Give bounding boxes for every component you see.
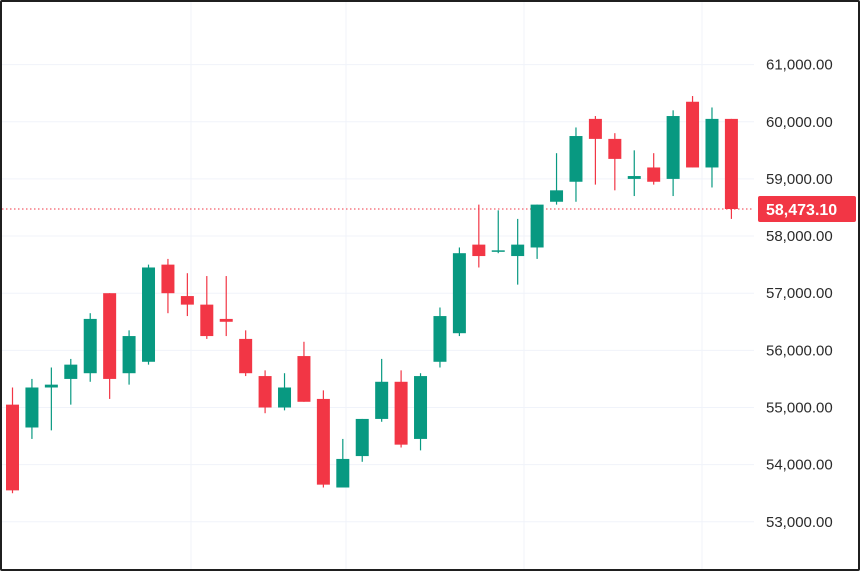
candle-body-down <box>239 338 253 374</box>
candle-body-down <box>258 376 272 408</box>
candles <box>6 96 738 494</box>
candle-body-down <box>103 293 117 379</box>
y-tick-label: 54,000.00 <box>766 457 833 474</box>
candle[interactable] <box>64 358 78 405</box>
y-tick-label: 58,000.00 <box>766 228 833 245</box>
candle-body-up <box>375 381 389 419</box>
candle-body-up <box>569 136 583 182</box>
candle[interactable] <box>724 118 738 219</box>
candle-body-down <box>297 356 311 402</box>
candle-body-down <box>686 101 700 168</box>
candle[interactable] <box>550 153 564 205</box>
candle[interactable] <box>608 133 622 191</box>
price-axis[interactable]: 61,000.00 60,000.00 59,000.00 58,000.00 57,0… <box>766 57 833 531</box>
candle[interactable] <box>200 276 214 339</box>
candle[interactable] <box>375 358 389 422</box>
candle[interactable] <box>530 204 544 259</box>
candle-body-up <box>666 116 680 179</box>
candle[interactable] <box>83 313 97 382</box>
candle[interactable] <box>122 330 136 385</box>
candle[interactable] <box>258 370 272 414</box>
candle[interactable] <box>278 373 292 411</box>
candle-body-down <box>161 264 175 294</box>
candle[interactable] <box>336 438 350 488</box>
candle[interactable] <box>511 218 525 285</box>
candle-body-down <box>608 138 622 159</box>
candle[interactable] <box>142 264 156 365</box>
candle[interactable] <box>103 293 117 399</box>
candle[interactable] <box>161 258 175 314</box>
candle[interactable] <box>25 378 39 439</box>
candle-body-down <box>6 404 19 491</box>
candle-body-up <box>491 250 505 252</box>
candle-body-up <box>278 387 292 408</box>
candle[interactable] <box>705 107 719 188</box>
candle-body-up <box>336 458 350 488</box>
candle-body-up <box>44 384 58 388</box>
candle-body-up <box>122 336 136 374</box>
candle[interactable] <box>627 150 641 197</box>
candle-body-up <box>433 316 447 362</box>
candle[interactable] <box>666 110 680 197</box>
current-price-tag-layer: 58,473.10 <box>758 196 856 223</box>
candle-body-down <box>219 318 233 322</box>
candle-body-up <box>83 318 97 374</box>
candle-body-down <box>647 167 661 182</box>
current-price-tag <box>758 196 856 223</box>
candle[interactable] <box>355 418 369 462</box>
grid-lines <box>2 2 754 569</box>
current-price-label: 58,473.10 <box>766 202 837 219</box>
candle-body-down <box>180 296 194 305</box>
candle-body-up <box>25 387 39 428</box>
y-tick-label: 59,000.00 <box>766 171 833 188</box>
candle-body-down <box>588 118 602 139</box>
candle-body-up <box>550 190 564 202</box>
y-tick-label: 56,000.00 <box>766 342 833 359</box>
candle[interactable] <box>414 373 428 451</box>
candle[interactable] <box>219 276 233 337</box>
candle[interactable] <box>44 367 58 431</box>
y-tick-label: 61,000.00 <box>766 57 833 74</box>
y-tick-label: 60,000.00 <box>766 114 833 131</box>
y-tick-label: 57,000.00 <box>766 285 833 302</box>
candle[interactable] <box>297 341 311 402</box>
candle-body-up <box>627 176 641 179</box>
candle-body-up <box>530 204 544 248</box>
candle-body-up <box>452 253 466 334</box>
candle[interactable] <box>180 273 194 317</box>
candle[interactable] <box>472 204 486 268</box>
candle[interactable] <box>433 307 447 368</box>
candle[interactable] <box>588 116 602 185</box>
candle[interactable] <box>239 330 253 377</box>
candle-body-down <box>472 244 486 257</box>
candle-body-up <box>705 118 719 168</box>
candle-body-up <box>414 376 428 439</box>
candle-body-up <box>142 267 156 362</box>
candle-body-down <box>724 118 738 210</box>
candle[interactable] <box>316 390 330 488</box>
candle-body-down <box>316 398 330 485</box>
candle-body-up <box>355 418 369 457</box>
candle[interactable] <box>6 387 19 494</box>
candle[interactable] <box>452 247 466 337</box>
candle[interactable] <box>569 127 583 202</box>
candle-body-up <box>511 244 525 257</box>
candle-body-down <box>394 381 408 445</box>
candle-body-up <box>64 364 78 379</box>
candle[interactable] <box>647 153 661 185</box>
y-tick-label: 55,000.00 <box>766 400 833 417</box>
candle[interactable] <box>394 370 408 448</box>
candle[interactable] <box>686 96 700 168</box>
y-tick-label: 53,000.00 <box>766 514 833 531</box>
candle[interactable] <box>491 210 505 254</box>
candle-body-down <box>200 304 214 337</box>
